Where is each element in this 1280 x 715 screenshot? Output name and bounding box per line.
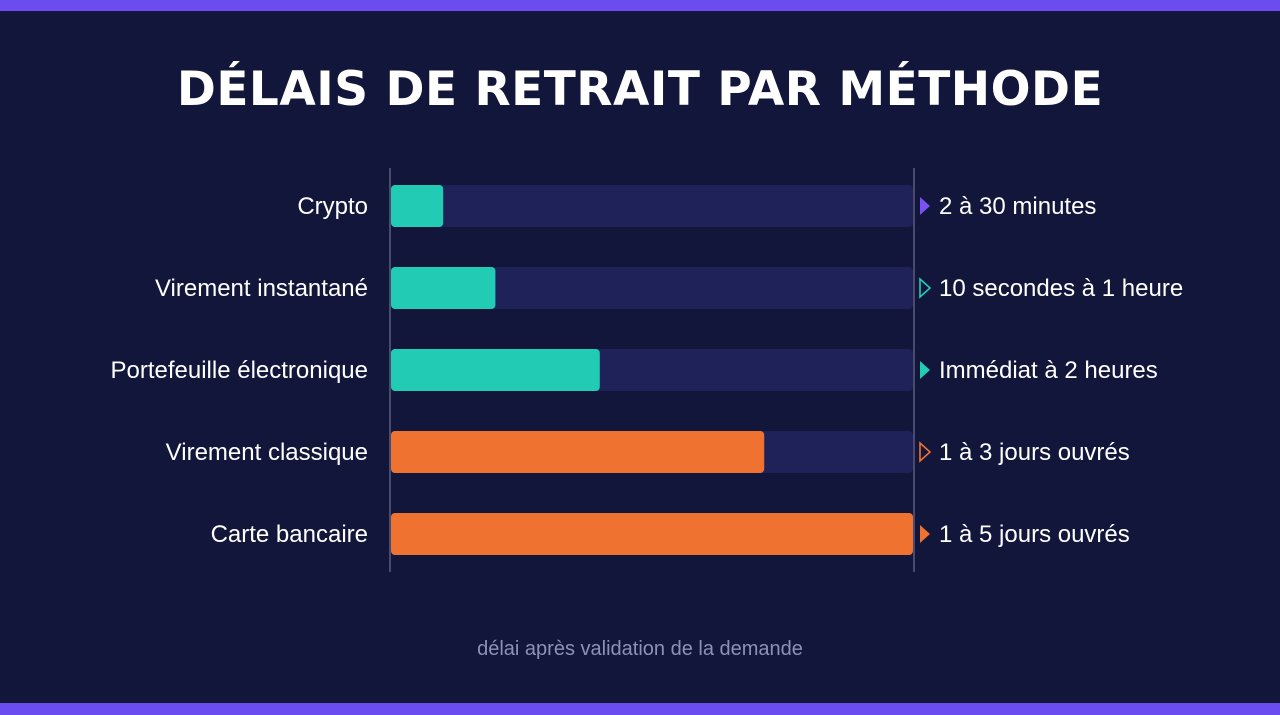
bar xyxy=(391,185,444,227)
value-marker xyxy=(919,441,932,463)
value-marker xyxy=(920,361,930,379)
category-label: Virement instantané xyxy=(155,275,368,302)
value-marker xyxy=(920,525,930,543)
value-marker xyxy=(920,197,930,215)
category-label: Portefeuille électronique xyxy=(111,357,369,384)
bar-track xyxy=(391,185,913,227)
bottom-accent-bar xyxy=(0,703,1280,715)
bar xyxy=(391,431,765,473)
bar xyxy=(391,267,496,309)
value-label: 2 à 30 minutes xyxy=(939,193,1096,220)
value-label: Immédiat à 2 heures xyxy=(939,357,1158,384)
bar-track xyxy=(391,267,913,309)
category-label: Crypto xyxy=(297,193,368,220)
value-marker xyxy=(919,277,932,299)
chart-title: DÉLAIS DE RETRAIT PAR MÉTHODE xyxy=(176,62,1104,117)
category-label: Carte bancaire xyxy=(211,521,368,548)
chart-footnote: délai après validation de la demande xyxy=(477,638,803,660)
value-label: 1 à 5 jours ouvrés xyxy=(939,521,1130,548)
category-label: Virement classique xyxy=(166,439,368,466)
value-label: 10 secondes à 1 heure xyxy=(939,275,1183,302)
bar xyxy=(391,349,600,391)
top-accent-bar xyxy=(0,0,1280,11)
bar xyxy=(391,513,913,555)
value-label: 1 à 3 jours ouvrés xyxy=(939,439,1130,466)
